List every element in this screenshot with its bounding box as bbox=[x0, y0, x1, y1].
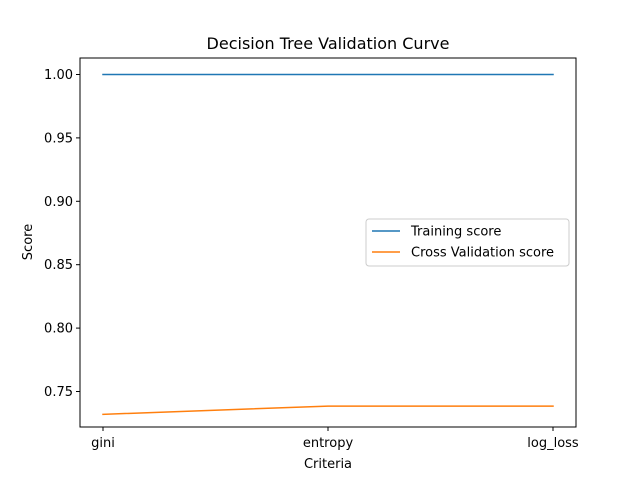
y-tick-label: 1.00 bbox=[44, 68, 73, 83]
y-tick-label: 0.75 bbox=[44, 385, 73, 400]
y-axis: 0.75 0.80 0.85 0.90 0.95 1.00 bbox=[44, 68, 80, 400]
y-tick-label: 0.85 bbox=[44, 258, 73, 273]
x-tick-label: gini bbox=[91, 436, 115, 451]
chart-title: Decision Tree Validation Curve bbox=[207, 34, 450, 53]
x-axis: gini entropy log_loss bbox=[91, 427, 579, 451]
y-tick-label: 0.90 bbox=[44, 195, 73, 210]
series-lines bbox=[102, 73, 554, 416]
series-line-cross-validation bbox=[102, 405, 554, 416]
y-axis-label: Score bbox=[21, 224, 36, 260]
x-tick-label: entropy bbox=[303, 436, 354, 451]
legend-box bbox=[365, 218, 570, 267]
x-tick-label: log_loss bbox=[527, 436, 579, 451]
legend: Training score Cross Validation score bbox=[365, 218, 570, 267]
legend-label: Cross Validation score bbox=[411, 246, 554, 261]
y-tick-label: 0.80 bbox=[44, 322, 73, 337]
y-tick-label: 0.95 bbox=[44, 131, 73, 146]
legend-label: Training score bbox=[410, 225, 501, 240]
x-axis-label: Criteria bbox=[304, 457, 352, 472]
